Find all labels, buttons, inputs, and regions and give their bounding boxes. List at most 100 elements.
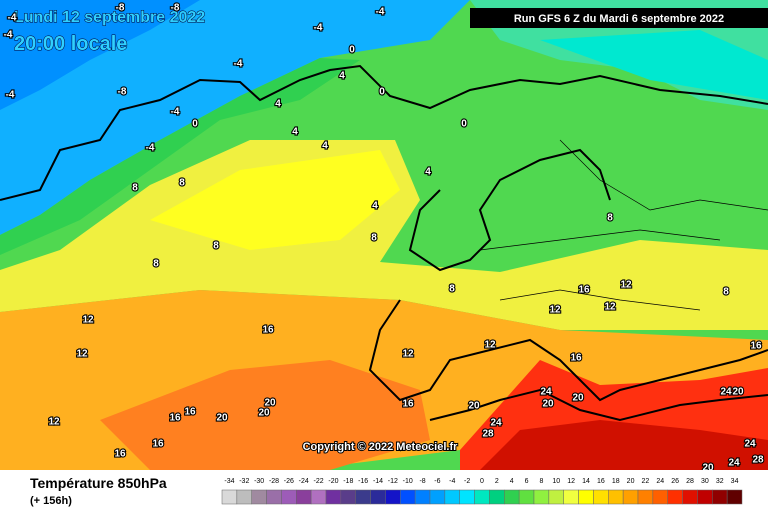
zone-cool2 [540,30,768,100]
contour-label: 0 [379,87,385,98]
contour-label: -4 [376,7,385,18]
scale-swatch [712,489,728,505]
scale-swatch [533,489,550,505]
scale-label: 14 [582,478,590,485]
scale-label: -26 [284,478,294,485]
contour-labels: -4 -4 -8 -8 -4 -4 -4 -8 -4 -4 0 -4 0 0 4 4 0 4 4 4 4 8 8 8 8 8 8 8 8… [2,2,765,475]
contour-label: 4 [372,201,378,212]
scale-swatch [474,489,490,505]
scale-swatch [518,489,535,505]
contour-label: 16 [578,285,590,296]
scale-swatch [221,489,238,505]
contour-label: -4 [4,30,13,41]
contour-label: 12 [484,340,496,351]
contour-label: 12 [549,305,561,316]
coastline [0,64,768,201]
scale-swatch [444,489,460,505]
scale-swatch [251,489,267,505]
scale-label: -34 [224,478,234,485]
scale-label: 24 [656,478,664,485]
scale-swatch [637,489,654,505]
time-text: 20:00 locale [14,33,127,55]
contour-label: 12 [76,349,88,360]
scale-label: -24 [299,478,309,485]
contour-label: 24 [720,387,732,398]
contour-label: 16 [114,449,126,460]
scale-swatch [697,489,713,505]
scale-swatch [593,489,609,505]
scale-label: -18 [343,478,353,485]
zone-mild [0,140,768,330]
contour-label: -4 [171,107,180,118]
scale-label: -14 [373,478,383,485]
contour-label: 8 [723,287,729,298]
scale-swatch [296,489,312,505]
scale-swatch [563,489,579,505]
contour-label: 20 [216,413,228,424]
contour-label: 4 [425,167,431,178]
contour-label: 0 [192,119,198,130]
copyright: Copyright © 2022 Meteociel.fr [303,441,459,453]
scale-swatch [340,489,356,505]
scale-swatch [370,489,386,505]
scale-swatch [266,489,282,505]
zone-mild2 [150,150,400,250]
contour-label: 8 [153,259,159,270]
contour-label: -4 [314,23,323,34]
scale-swatch [652,489,668,505]
contour-label: 8 [213,241,219,252]
contour-label: -4 [146,143,155,154]
contour-label: -8 [118,87,127,98]
scale-swatch [489,489,505,505]
scale-label: 10 [552,478,560,485]
contour-label: 24 [540,387,552,398]
scale-label: -20 [328,478,338,485]
scale-swatch [682,489,698,505]
contour-label: 0 [349,45,355,56]
scale-label: 16 [597,478,605,485]
zone-warmer [100,360,430,470]
contour-label: -8 [116,3,125,14]
scale-label: -30 [254,478,264,485]
contour-label: -4 [6,90,15,101]
scale-swatch [281,489,297,505]
scale-swatch [578,489,594,505]
scale-swatch [667,489,683,505]
scale-swatch [726,489,743,505]
date-text: Lundi 12 septembre 2022 [14,9,205,26]
zone-hotter [480,420,768,470]
contour-label: 8 [449,284,455,295]
scale-label: -10 [403,478,413,485]
scale-swatch [622,489,639,505]
contour-label: 20 [542,399,554,410]
zone-colder [0,0,200,110]
contour-label: 12 [82,315,94,326]
scale-label: 20 [627,478,635,485]
scale-label: 18 [612,478,620,485]
scale-swatch [548,489,564,505]
zone-green [0,58,360,255]
contour-label: 4 [292,127,298,138]
scale-label: 6 [525,478,529,485]
scale-swatch [504,489,520,505]
scale-swatch [385,489,401,505]
coastline [368,299,768,402]
contour-label: 16 [262,325,274,336]
scale-label: 2 [495,478,499,485]
contour-label: 20 [264,398,276,409]
scale-label: 32 [716,478,724,485]
scale-swatch [325,489,342,505]
scale-label: 30 [701,478,709,485]
contour-label: 4 [275,99,281,110]
scale-label: 0 [480,478,484,485]
scale-swatch [429,489,446,505]
scale-label: 34 [731,478,739,485]
contour-label: 16 [169,413,181,424]
contour-label: 12 [620,280,632,291]
scale-swatch [236,489,252,505]
scale-label: -16 [358,478,368,485]
contour-label: 4 [339,71,345,82]
scale-label: -4 [449,478,455,485]
contour-label: 12 [48,417,60,428]
